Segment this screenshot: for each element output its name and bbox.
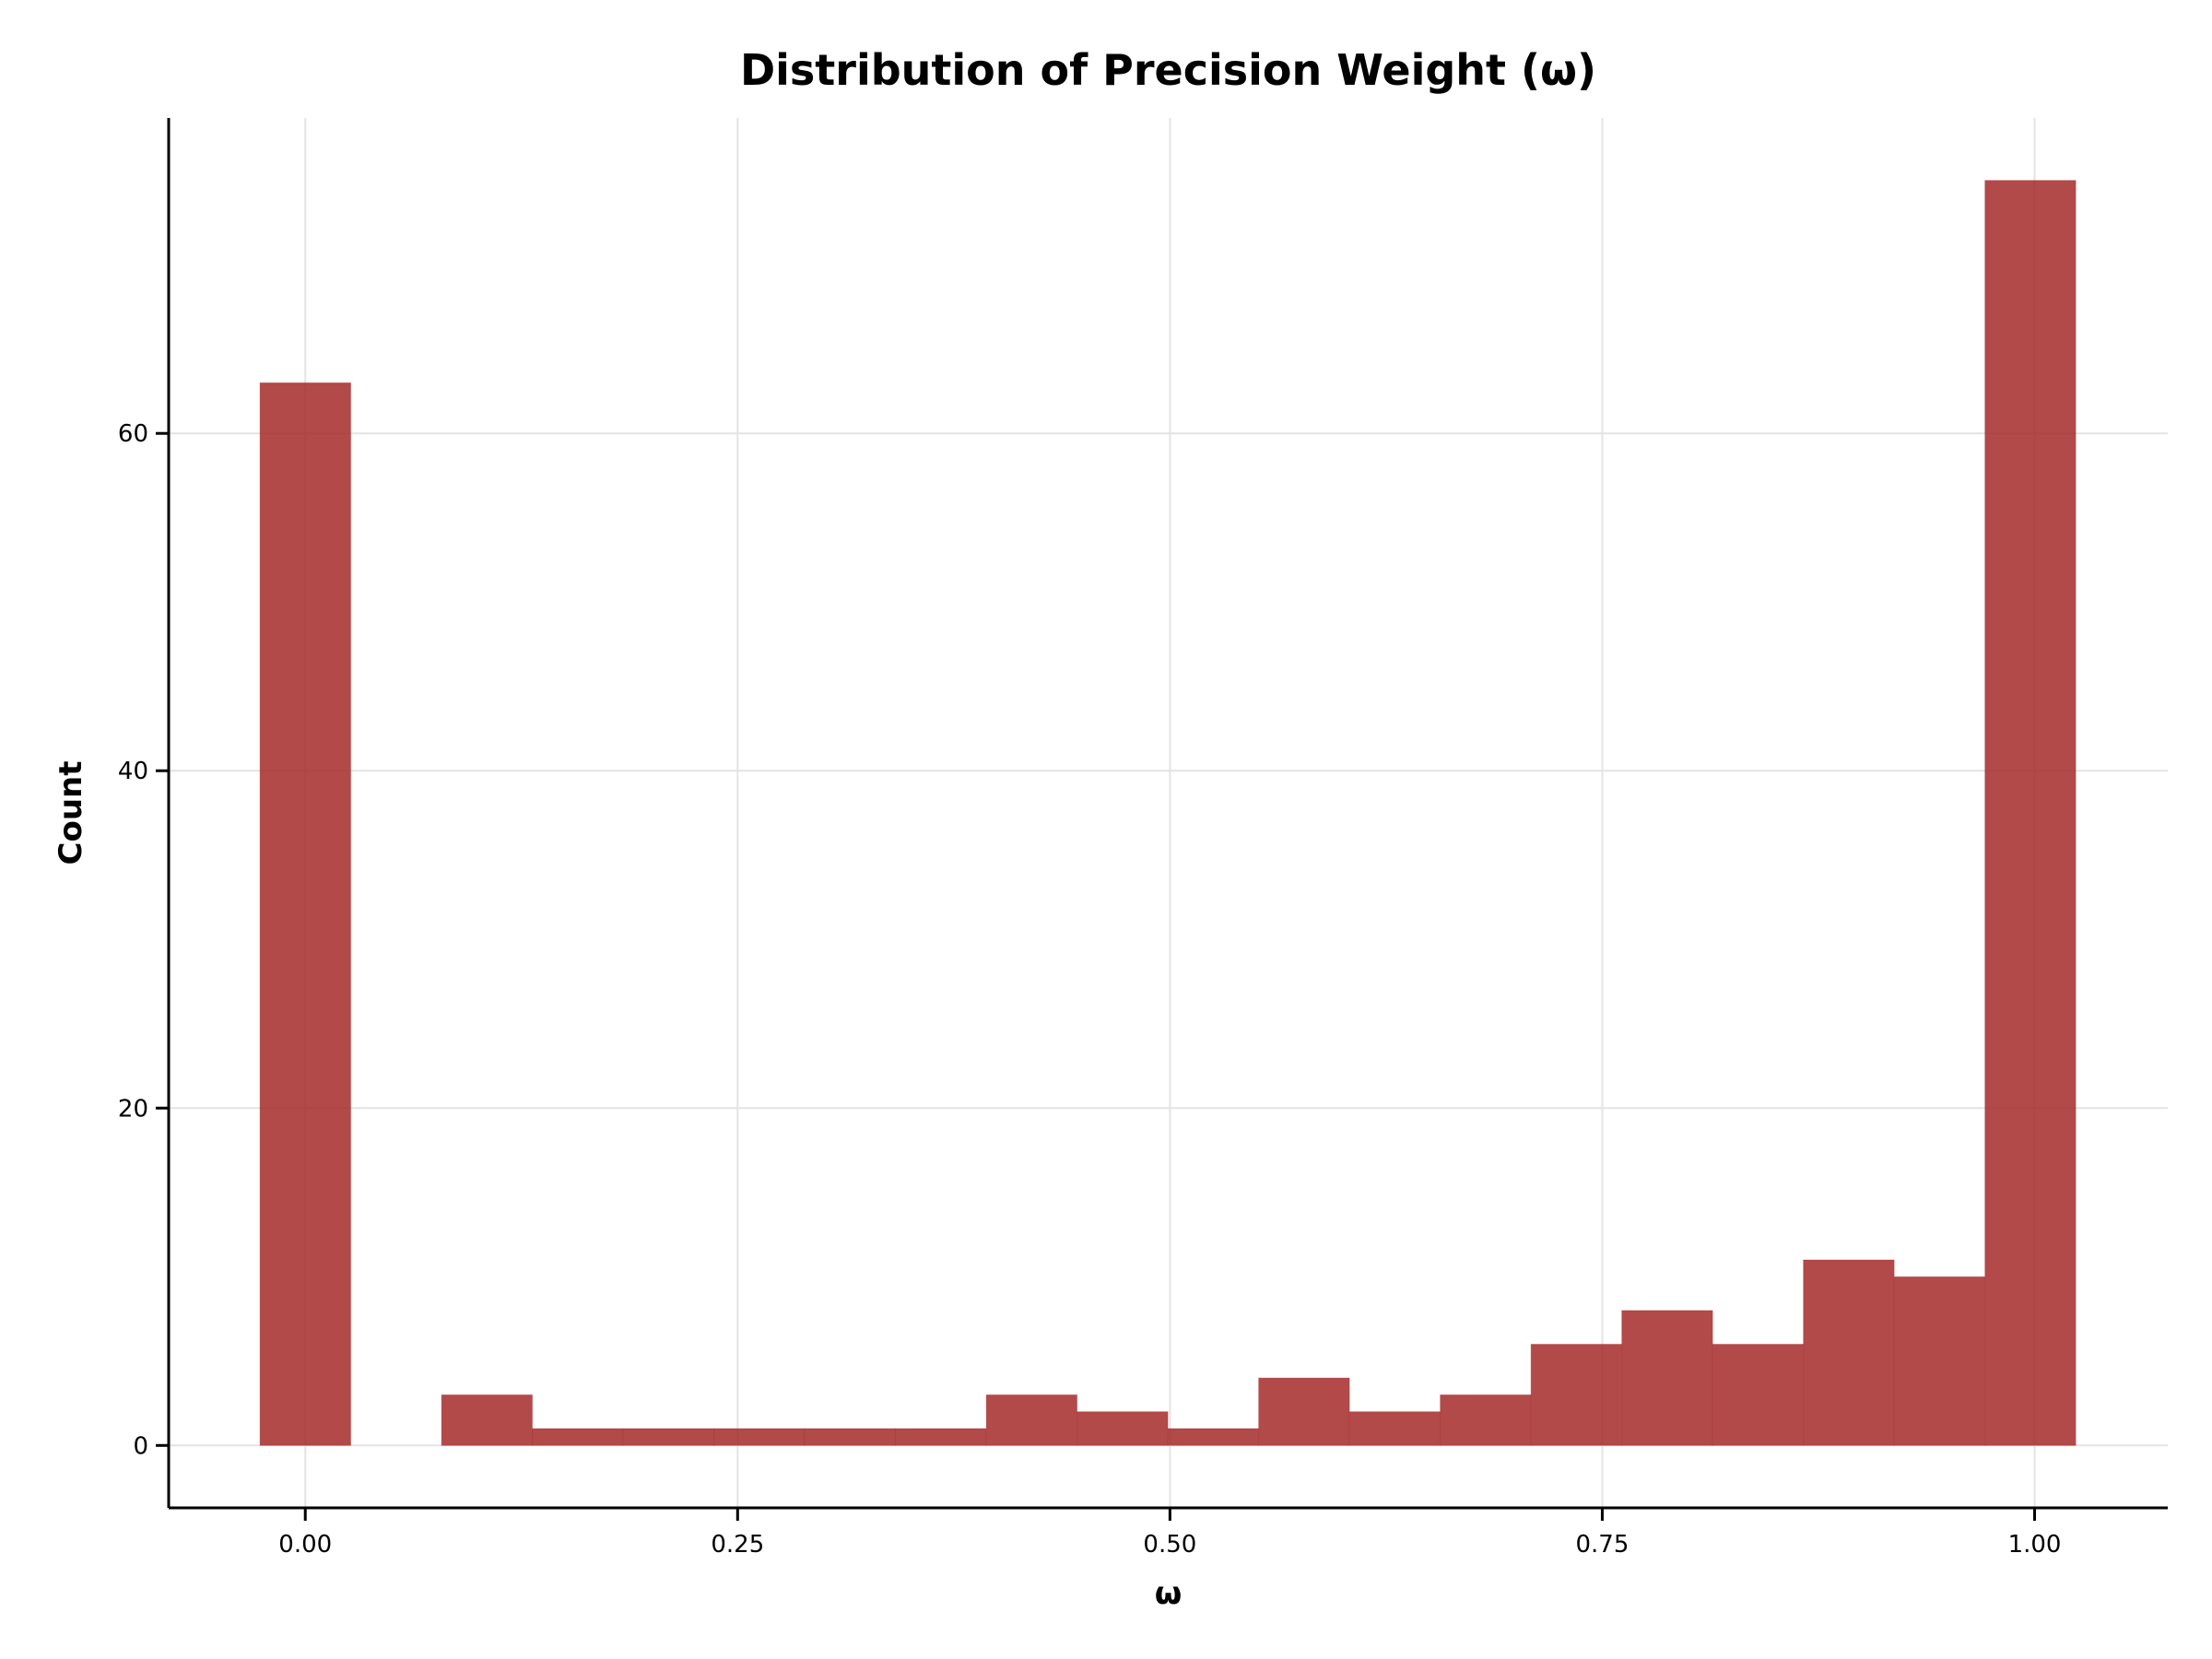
histogram-bar-0	[259, 382, 352, 1446]
y-tick-label-1: 20	[118, 1095, 148, 1123]
histogram-bar-8	[985, 1394, 1078, 1446]
x-tick-label-0: 0.00	[278, 1531, 332, 1559]
x-tick-label-2: 0.50	[1143, 1531, 1196, 1559]
histogram-bar-2	[441, 1394, 534, 1446]
histogram-bar-5	[713, 1428, 806, 1446]
histogram-bar-11	[1258, 1377, 1350, 1446]
y-tick-label-2: 40	[118, 758, 148, 785]
histogram-bar-17	[1803, 1259, 1895, 1446]
x-tick-label-1: 0.25	[711, 1531, 764, 1559]
histogram-bar-4	[622, 1428, 715, 1446]
histogram-bars	[259, 180, 2077, 1446]
histogram-bar-18	[1893, 1276, 1986, 1446]
ticks: 0.00 0.25 0.50 0.75 1.00 0 20 40 60	[118, 420, 2062, 1559]
histogram-bar-9	[1077, 1411, 1169, 1446]
x-tick-label-3: 0.75	[1576, 1531, 1630, 1559]
y-tick-label-0: 0	[133, 1432, 148, 1460]
y-axis-label: Count	[53, 761, 89, 865]
histogram-bar-13	[1440, 1394, 1532, 1446]
histogram-bar-16	[1712, 1343, 1805, 1446]
histogram-bar-7	[895, 1428, 987, 1446]
histogram-bar-6	[804, 1428, 897, 1446]
axes	[167, 118, 2168, 1510]
x-axis-label: ω	[1155, 1575, 1182, 1612]
histogram-bar-15	[1621, 1310, 1713, 1446]
histogram-bar-12	[1348, 1411, 1441, 1446]
y-tick-label-3: 60	[118, 420, 148, 448]
chart-title: Distribution of Precision Weight (ω)	[740, 45, 1596, 95]
histogram-bar-3	[532, 1428, 624, 1446]
x-tick-label-4: 1.00	[2008, 1531, 2062, 1559]
histogram-bar-14	[1530, 1343, 1623, 1446]
histogram-bar-19	[1984, 180, 2077, 1446]
histogram-bar-10	[1167, 1428, 1260, 1446]
